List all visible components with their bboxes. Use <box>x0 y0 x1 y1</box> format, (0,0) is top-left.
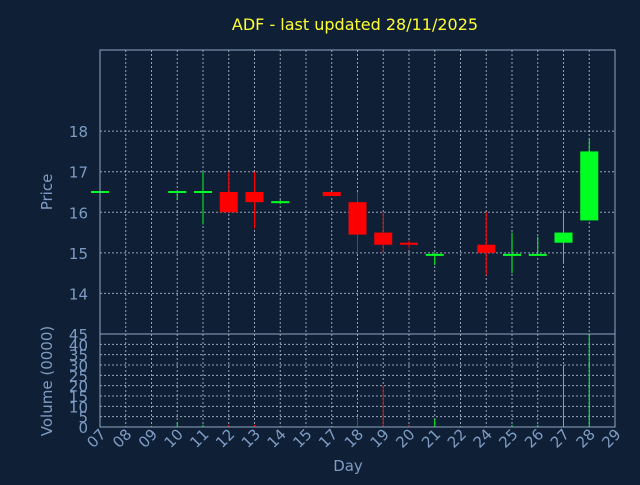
candle-body <box>400 242 418 245</box>
x-tick-label: 20 <box>392 425 418 451</box>
x-tick-label: 29 <box>598 425 624 451</box>
candle-body <box>271 201 290 204</box>
volume-tick-label: 15 <box>69 388 88 406</box>
x-tick-label: 22 <box>444 425 470 451</box>
price-axis: 14 15 16 17 18 <box>69 123 88 303</box>
x-tick-label: 28 <box>573 425 599 451</box>
volume-tick-label: 0 <box>78 419 88 437</box>
x-tick-label: 17 <box>315 425 341 451</box>
volume-tick-label: 35 <box>69 347 88 365</box>
x-tick-label: 09 <box>135 425 161 451</box>
candles <box>91 139 599 276</box>
x-tick-label: 15 <box>289 425 315 451</box>
y-axis-label: Price <box>38 174 56 211</box>
x-tick-label: 26 <box>521 425 547 451</box>
x-tick-label: 08 <box>109 425 135 451</box>
price-tick-label: 18 <box>69 123 88 141</box>
volume-tick-label: 40 <box>69 336 88 354</box>
candle-body <box>528 253 547 256</box>
x-tick-label: 24 <box>470 425 496 451</box>
x-tick-label: 13 <box>238 425 264 451</box>
price-tick-label: 16 <box>69 204 88 222</box>
price-tick-label: 17 <box>69 164 88 182</box>
candle-body <box>425 253 444 256</box>
candle-body <box>322 192 341 197</box>
candle-body <box>477 244 496 253</box>
x-tick-label: 18 <box>341 425 367 451</box>
x-tick-label: 14 <box>264 425 290 451</box>
x-tick-label: 11 <box>186 425 212 451</box>
candle-body <box>554 232 573 243</box>
volume-tick-label: 5 <box>78 409 88 427</box>
volume-tick-label: 10 <box>69 398 88 416</box>
candle-body <box>580 151 599 221</box>
x-axis: 07 08 09 10 11 12 13 14 15 17 18 19 20 21 22 24 25 26 27 28… <box>83 425 624 451</box>
price-tick-label: 14 <box>69 285 88 303</box>
x-tick-label: 19 <box>367 425 393 451</box>
candle-body <box>245 192 264 203</box>
volume-tick-label: 45 <box>69 326 88 344</box>
candle-body <box>348 202 367 235</box>
candle-body <box>374 232 393 245</box>
x-tick-label: 12 <box>212 425 238 451</box>
volume-tick-label: 25 <box>69 367 88 385</box>
volume-tick-label: 20 <box>69 378 88 396</box>
price-tick-label: 15 <box>69 245 88 263</box>
volume-bars <box>176 334 590 427</box>
candle-body <box>219 192 238 213</box>
candle-body <box>194 191 212 193</box>
volume-axis-label: Volume (0000) <box>38 326 56 436</box>
x-axis-label: Day <box>333 457 363 475</box>
candle-body <box>503 253 521 256</box>
candle-body <box>168 191 187 193</box>
chart-title: ADF - last updated 28/11/2025 <box>232 15 478 34</box>
volume-panel-frame <box>99 333 616 428</box>
x-tick-label: 10 <box>161 425 187 451</box>
x-tick-label: 25 <box>495 425 521 451</box>
x-tick-label: 21 <box>418 425 444 451</box>
volume-tick-label: 30 <box>69 357 88 375</box>
x-tick-label: 27 <box>547 425 573 451</box>
